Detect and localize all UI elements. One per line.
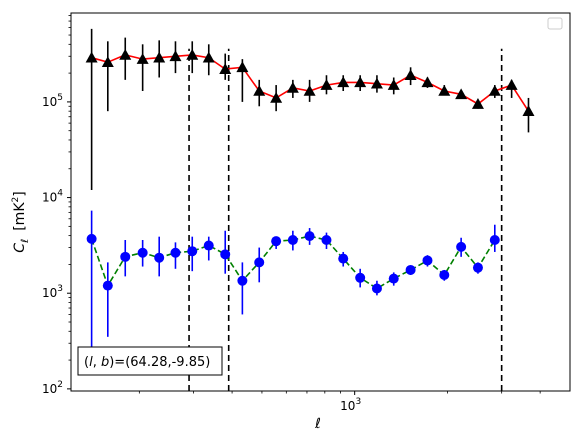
- data-point: [489, 235, 500, 246]
- annotation-text: (l, b)=(64.28,-9.85): [84, 355, 210, 370]
- axis-ticks: 103 102 103 104 105: [42, 15, 541, 413]
- data-point: [456, 241, 467, 252]
- data-point: [101, 56, 114, 68]
- data-point: [471, 98, 484, 109]
- legend-box: [547, 17, 563, 30]
- data-point: [472, 262, 483, 273]
- data-point: [303, 85, 316, 96]
- data-point: [321, 235, 332, 246]
- data-point: [136, 53, 149, 64]
- y-tick-label: 104: [42, 189, 63, 205]
- data-point: [253, 85, 266, 96]
- data-point: [271, 236, 282, 247]
- data-point: [422, 255, 433, 266]
- y-axis-label: Cℓ[mK2]: [11, 191, 31, 252]
- data-point: [219, 63, 232, 74]
- data-point: [154, 252, 165, 263]
- data-point: [102, 280, 113, 291]
- data-point: [85, 51, 98, 63]
- y-tick-label: 105: [42, 93, 63, 109]
- data-point: [120, 251, 131, 262]
- data-point: [220, 249, 231, 260]
- data-point: [505, 79, 518, 90]
- data-point: [203, 240, 214, 251]
- x-tick-label: 103: [340, 397, 361, 413]
- data-point: [119, 48, 132, 60]
- data-point: [202, 51, 215, 63]
- data-point: [522, 105, 535, 116]
- vertical-lines: [188, 48, 503, 391]
- data-point: [337, 76, 350, 88]
- y-tick-label: 103: [42, 284, 63, 300]
- data-point: [421, 76, 434, 88]
- series-circle: [86, 210, 500, 361]
- data-point: [270, 91, 283, 103]
- annotation-box: (l, b)=(64.28,-9.85): [77, 346, 223, 376]
- data-point: [169, 50, 182, 62]
- data-point: [387, 79, 400, 90]
- data-point: [170, 247, 181, 258]
- data-point: [187, 246, 198, 257]
- data-point: [86, 233, 97, 244]
- data-point: [338, 253, 349, 264]
- data-point: [488, 85, 501, 96]
- data-point: [439, 270, 450, 281]
- y-tick-label: 102: [42, 380, 63, 396]
- data-point: [354, 76, 367, 88]
- data-point: [388, 273, 399, 284]
- data-point: [320, 79, 333, 90]
- data-point: [186, 48, 199, 60]
- data-point: [153, 51, 166, 63]
- series-group: [85, 28, 535, 361]
- data-point: [370, 77, 383, 89]
- data-point: [355, 272, 366, 283]
- data-point: [371, 283, 382, 294]
- data-point: [405, 264, 416, 275]
- data-point: [404, 69, 417, 81]
- series-triangle: [85, 28, 535, 190]
- data-point: [137, 247, 148, 258]
- data-point: [455, 88, 468, 100]
- data-point: [237, 275, 248, 286]
- data-point: [438, 85, 451, 96]
- x-axis-label: ℓ: [314, 416, 321, 432]
- data-point: [304, 231, 315, 242]
- data-point: [254, 257, 265, 268]
- data-point: [286, 81, 299, 93]
- plot-frame: [70, 12, 571, 392]
- data-point: [287, 235, 298, 246]
- data-point: [236, 61, 249, 73]
